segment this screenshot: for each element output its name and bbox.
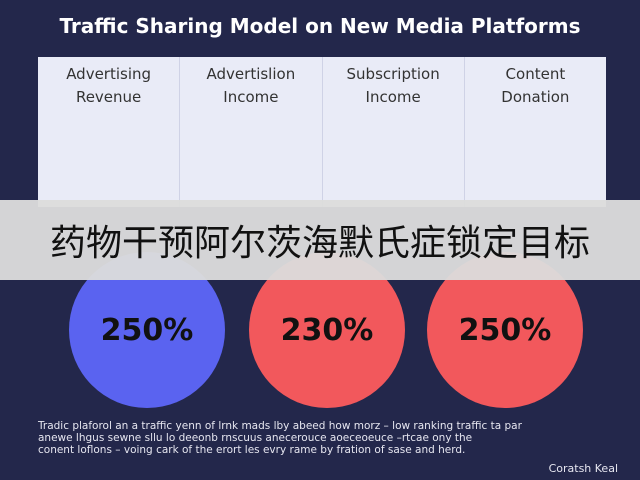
column-header: Content Donation [501,65,570,106]
footer-line: anewe lhgus sewne sllu lo deeonb rnscuus… [38,432,473,444]
footer-line: Tradic plaforol an a traffic yenn of lrn… [38,420,522,432]
table-panel: Advertising Revenue Advertislion Income … [38,57,606,207]
footer-line: conent loflons – voing cark of the erort… [38,444,466,456]
signature: Coratsh Keal [548,462,618,475]
footer-text: Tradic plaforol an a traffic yenn of lrn… [38,420,608,456]
title: Traffic Sharing Model on New Media Platf… [59,14,581,38]
column-header: Subscription Income [323,57,465,207]
caption-banner: 药物干预阿尔茨海默氏症锁定目标 [0,200,640,280]
column-header: Advertislion Income [180,57,323,207]
column-header: Advertising Revenue [38,57,181,207]
